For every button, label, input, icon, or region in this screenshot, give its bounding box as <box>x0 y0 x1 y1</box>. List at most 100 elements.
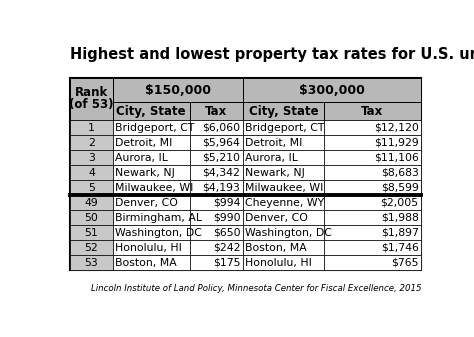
Bar <box>190 195 243 210</box>
Text: 50: 50 <box>84 213 98 223</box>
Text: Highest and lowest property tax rates for U.S. urban cities: Highest and lowest property tax rates fo… <box>70 47 474 62</box>
Text: Rank: Rank <box>75 86 108 99</box>
Text: Bridgeport, CT: Bridgeport, CT <box>115 123 194 133</box>
Text: 3: 3 <box>88 153 95 163</box>
Bar <box>112 255 190 270</box>
Bar <box>243 240 324 255</box>
Bar <box>243 120 324 135</box>
Bar <box>243 255 324 270</box>
Text: $1,746: $1,746 <box>381 243 419 253</box>
Text: 53: 53 <box>84 257 98 268</box>
Text: Birmingham, AL: Birmingham, AL <box>115 213 202 223</box>
Text: $8,683: $8,683 <box>381 168 419 178</box>
Bar <box>190 210 243 225</box>
Text: Boston, MA: Boston, MA <box>246 243 307 253</box>
Text: Newark, NJ: Newark, NJ <box>115 168 175 178</box>
Text: $2,005: $2,005 <box>381 198 419 208</box>
Text: Milwaukee, WI: Milwaukee, WI <box>246 183 324 193</box>
Text: Lincoln Institute of Land Policy, Minnesota Center for Fiscal Excellence, 2015: Lincoln Institute of Land Policy, Minnes… <box>91 284 421 294</box>
Text: 52: 52 <box>84 243 98 253</box>
Text: Aurora, IL: Aurora, IL <box>246 153 298 163</box>
Text: $990: $990 <box>213 213 240 223</box>
Bar <box>112 195 190 210</box>
Bar <box>324 150 421 165</box>
Bar <box>112 102 190 120</box>
Text: Honolulu, HI: Honolulu, HI <box>246 257 312 268</box>
Text: Aurora, IL: Aurora, IL <box>115 153 168 163</box>
Bar <box>243 210 324 225</box>
Text: $300,000: $300,000 <box>299 84 365 97</box>
Bar <box>112 180 190 195</box>
Bar <box>112 120 190 135</box>
Text: 5: 5 <box>88 183 95 193</box>
Text: $765: $765 <box>391 257 419 268</box>
Text: Denver, CO: Denver, CO <box>115 198 178 208</box>
Text: Washington, DC: Washington, DC <box>115 228 202 238</box>
Text: $242: $242 <box>213 243 240 253</box>
Bar <box>324 240 421 255</box>
Bar <box>70 255 112 270</box>
Text: Milwaukee, WI: Milwaukee, WI <box>115 183 193 193</box>
Text: $150,000: $150,000 <box>145 84 211 97</box>
Text: $6,060: $6,060 <box>202 123 240 133</box>
Text: $650: $650 <box>213 228 240 238</box>
Bar <box>112 150 190 165</box>
Text: $5,964: $5,964 <box>202 138 240 148</box>
Text: Cheyenne, WY: Cheyenne, WY <box>246 198 325 208</box>
Bar <box>190 135 243 150</box>
Bar <box>190 225 243 240</box>
Text: 49: 49 <box>84 198 98 208</box>
Bar <box>112 225 190 240</box>
Bar <box>112 135 190 150</box>
Bar <box>243 78 421 102</box>
Bar <box>324 102 421 120</box>
Bar <box>243 225 324 240</box>
Bar <box>70 195 112 210</box>
Text: Washington, DC: Washington, DC <box>246 228 332 238</box>
Bar <box>190 180 243 195</box>
Bar <box>190 240 243 255</box>
Text: $5,210: $5,210 <box>202 153 240 163</box>
Text: $12,120: $12,120 <box>374 123 419 133</box>
Text: Tax: Tax <box>361 105 383 118</box>
Bar <box>324 135 421 150</box>
Bar <box>70 225 112 240</box>
Bar <box>70 120 112 135</box>
Bar <box>112 240 190 255</box>
Bar <box>190 165 243 180</box>
Text: $994: $994 <box>213 198 240 208</box>
Text: Newark, NJ: Newark, NJ <box>246 168 305 178</box>
Bar <box>112 165 190 180</box>
Text: 2: 2 <box>88 138 95 148</box>
Bar <box>243 102 324 120</box>
Text: $1,897: $1,897 <box>381 228 419 238</box>
Text: Honolulu, HI: Honolulu, HI <box>115 243 182 253</box>
Text: Denver, CO: Denver, CO <box>246 213 309 223</box>
Text: Detroit, MI: Detroit, MI <box>246 138 303 148</box>
Text: $1,988: $1,988 <box>381 213 419 223</box>
Bar <box>324 180 421 195</box>
Bar <box>112 210 190 225</box>
Text: City, State: City, State <box>248 105 318 118</box>
Text: Detroit, MI: Detroit, MI <box>115 138 173 148</box>
Bar <box>324 210 421 225</box>
Bar <box>190 255 243 270</box>
Bar <box>324 165 421 180</box>
Bar <box>190 102 243 120</box>
Text: $8,599: $8,599 <box>381 183 419 193</box>
Bar <box>70 135 112 150</box>
Text: Boston, MA: Boston, MA <box>115 257 177 268</box>
Bar <box>243 150 324 165</box>
Text: 1: 1 <box>88 123 95 133</box>
Text: $11,106: $11,106 <box>374 153 419 163</box>
Bar <box>324 255 421 270</box>
Bar <box>70 210 112 225</box>
Bar <box>243 135 324 150</box>
Bar <box>243 165 324 180</box>
Bar <box>243 195 324 210</box>
Bar <box>324 225 421 240</box>
Bar <box>190 120 243 135</box>
Bar <box>324 120 421 135</box>
Text: $11,929: $11,929 <box>374 138 419 148</box>
Bar <box>70 240 112 255</box>
